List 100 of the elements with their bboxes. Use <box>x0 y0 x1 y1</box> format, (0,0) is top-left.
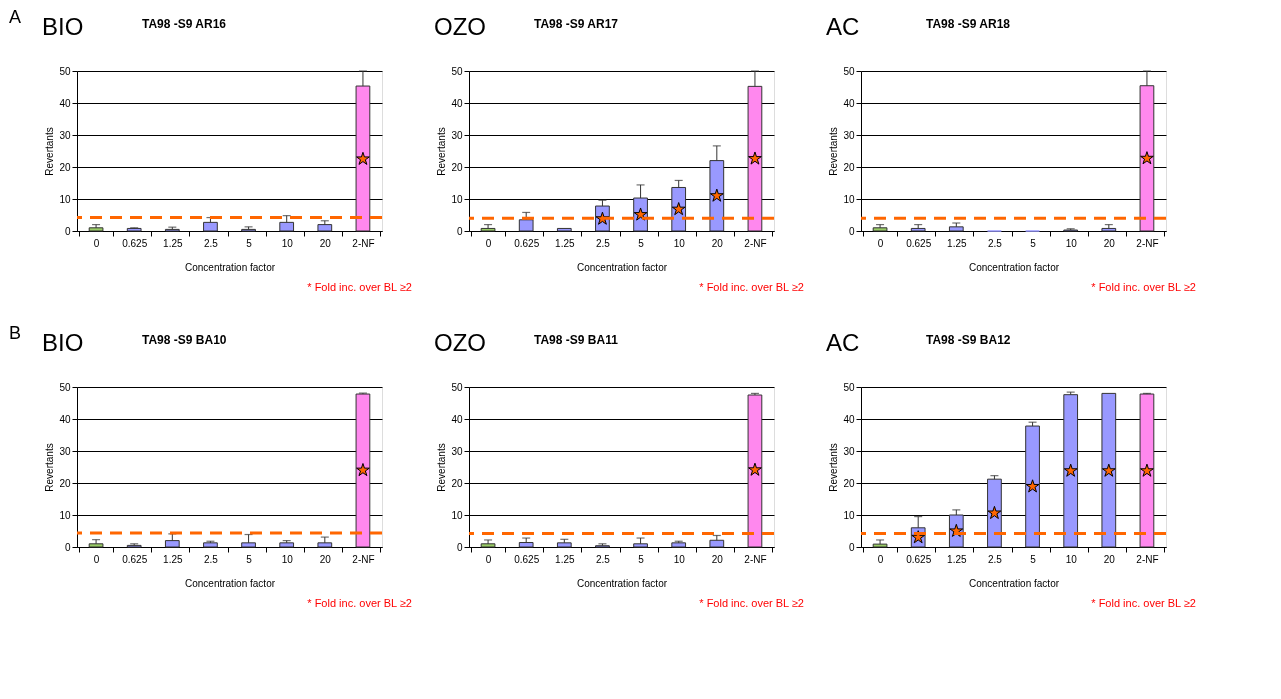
y-tick-label: 50 <box>843 381 855 393</box>
y-tick-label: 0 <box>848 225 855 237</box>
bar <box>747 394 763 548</box>
bar <box>1101 392 1117 548</box>
chart-subtitle: TA98 -S9 AR17 <box>534 17 619 31</box>
chart-subtitle: TA98 -S9 BA12 <box>926 333 1011 347</box>
x-tick-label: 2.5 <box>595 553 611 565</box>
text: * Fold inc. over BL ≥2 <box>699 281 804 293</box>
y-tick-label: 10 <box>59 193 71 205</box>
x-tick-label: 10 <box>1065 237 1078 249</box>
y-tick-label: 0 <box>456 225 463 237</box>
text: B <box>9 323 22 343</box>
y-tick-label: 0 <box>64 225 71 237</box>
bar <box>518 219 534 232</box>
chart-title: AC <box>826 329 860 356</box>
x-tick-label: 0.625 <box>122 553 148 565</box>
y-tick-label: 0 <box>64 541 71 553</box>
x-tick-label: 10 <box>281 553 294 565</box>
text: * Fold inc. over BL ≥2 <box>1091 597 1196 609</box>
chart-title: OZO <box>434 329 486 356</box>
bar <box>633 543 648 548</box>
x-tick-label: 1.25 <box>163 237 183 249</box>
y-tick-label: 20 <box>843 161 855 173</box>
x-tick-label: 20 <box>711 553 724 565</box>
x-tick-label: 2.5 <box>203 553 219 565</box>
y-tick-label: 40 <box>843 97 855 109</box>
y-axis-title: Revertants <box>828 127 840 176</box>
x-tick-label: 1.25 <box>163 553 183 565</box>
x-tick-label: 2.5 <box>987 553 1003 565</box>
y-tick-label: 50 <box>451 381 463 393</box>
x-tick-label: 1.25 <box>555 237 575 249</box>
y-axis-title: Revertants <box>44 127 56 176</box>
x-tick-label: 5 <box>246 237 253 249</box>
bar <box>556 227 572 232</box>
bar <box>480 227 496 232</box>
y-tick-label: 30 <box>59 445 71 457</box>
x-tick-label: 0 <box>485 553 492 565</box>
text: A <box>9 7 22 27</box>
bar <box>1139 393 1155 548</box>
y-tick-label: 40 <box>451 97 463 109</box>
x-tick-label: 2-NF <box>1136 553 1159 565</box>
x-tick-label: 0.625 <box>906 237 932 249</box>
bar <box>279 542 295 548</box>
text: * Fold inc. over BL ≥2 <box>307 597 412 609</box>
chart-subtitle: TA98 -S9 BA10 <box>142 333 227 347</box>
x-tick-label: 10 <box>673 237 686 249</box>
y-tick-label: 10 <box>843 509 855 521</box>
bar <box>910 227 926 232</box>
y-tick-label: 40 <box>59 413 71 425</box>
y-axis-title: Revertants <box>436 443 448 492</box>
x-axis-title: Concentration factor <box>576 577 668 589</box>
x-tick-label: 20 <box>319 237 332 249</box>
y-tick-label: 50 <box>59 65 71 77</box>
x-tick-label: 10 <box>281 237 294 249</box>
y-tick-label: 20 <box>59 477 71 489</box>
bar <box>671 542 687 548</box>
x-axis-title: Concentration factor <box>968 261 1060 273</box>
x-tick-label: 1.25 <box>947 553 967 565</box>
x-tick-label: 5 <box>1030 553 1037 565</box>
bar <box>126 227 142 232</box>
text: * Fold inc. over BL ≥2 <box>307 281 412 293</box>
bar <box>1101 227 1117 232</box>
x-tick-label: 0.625 <box>514 237 540 249</box>
y-axis-title: Revertants <box>828 443 840 492</box>
y-tick-label: 50 <box>451 65 463 77</box>
y-tick-label: 20 <box>451 477 463 489</box>
y-tick-label: 30 <box>843 445 855 457</box>
y-tick-label: 30 <box>843 129 855 141</box>
bar <box>872 227 888 232</box>
x-tick-label: 2-NF <box>352 553 375 565</box>
y-tick-label: 20 <box>843 477 855 489</box>
y-tick-label: 50 <box>843 65 855 77</box>
x-tick-label: 2.5 <box>595 237 611 249</box>
chart-subtitle: TA98 -S9 BA11 <box>534 333 619 347</box>
x-tick-label: 5 <box>638 553 645 565</box>
chart-title: BIO <box>42 329 84 356</box>
x-tick-label: 2.5 <box>203 237 219 249</box>
y-tick-label: 20 <box>451 161 463 173</box>
x-tick-label: 0 <box>93 237 100 249</box>
x-tick-label: 10 <box>673 553 686 565</box>
x-tick-label: 20 <box>711 237 724 249</box>
x-tick-label: 5 <box>638 237 645 249</box>
x-tick-label: 2.5 <box>987 237 1003 249</box>
y-tick-label: 30 <box>451 445 463 457</box>
x-axis-title: Concentration factor <box>968 577 1060 589</box>
y-tick-label: 50 <box>59 381 71 393</box>
y-tick-label: 40 <box>451 413 463 425</box>
y-tick-label: 0 <box>456 541 463 553</box>
chart-title: AC <box>826 13 860 40</box>
x-tick-label: 1.25 <box>555 553 575 565</box>
y-tick-label: 10 <box>451 193 463 205</box>
bar <box>355 393 371 548</box>
bar <box>203 542 218 548</box>
x-tick-label: 0.625 <box>122 237 148 249</box>
y-tick-label: 0 <box>848 541 855 553</box>
bar <box>203 221 218 232</box>
text: * Fold inc. over BL ≥2 <box>1091 281 1196 293</box>
bar <box>1063 394 1079 548</box>
y-axis-title: Revertants <box>436 127 448 176</box>
y-tick-label: 30 <box>451 129 463 141</box>
